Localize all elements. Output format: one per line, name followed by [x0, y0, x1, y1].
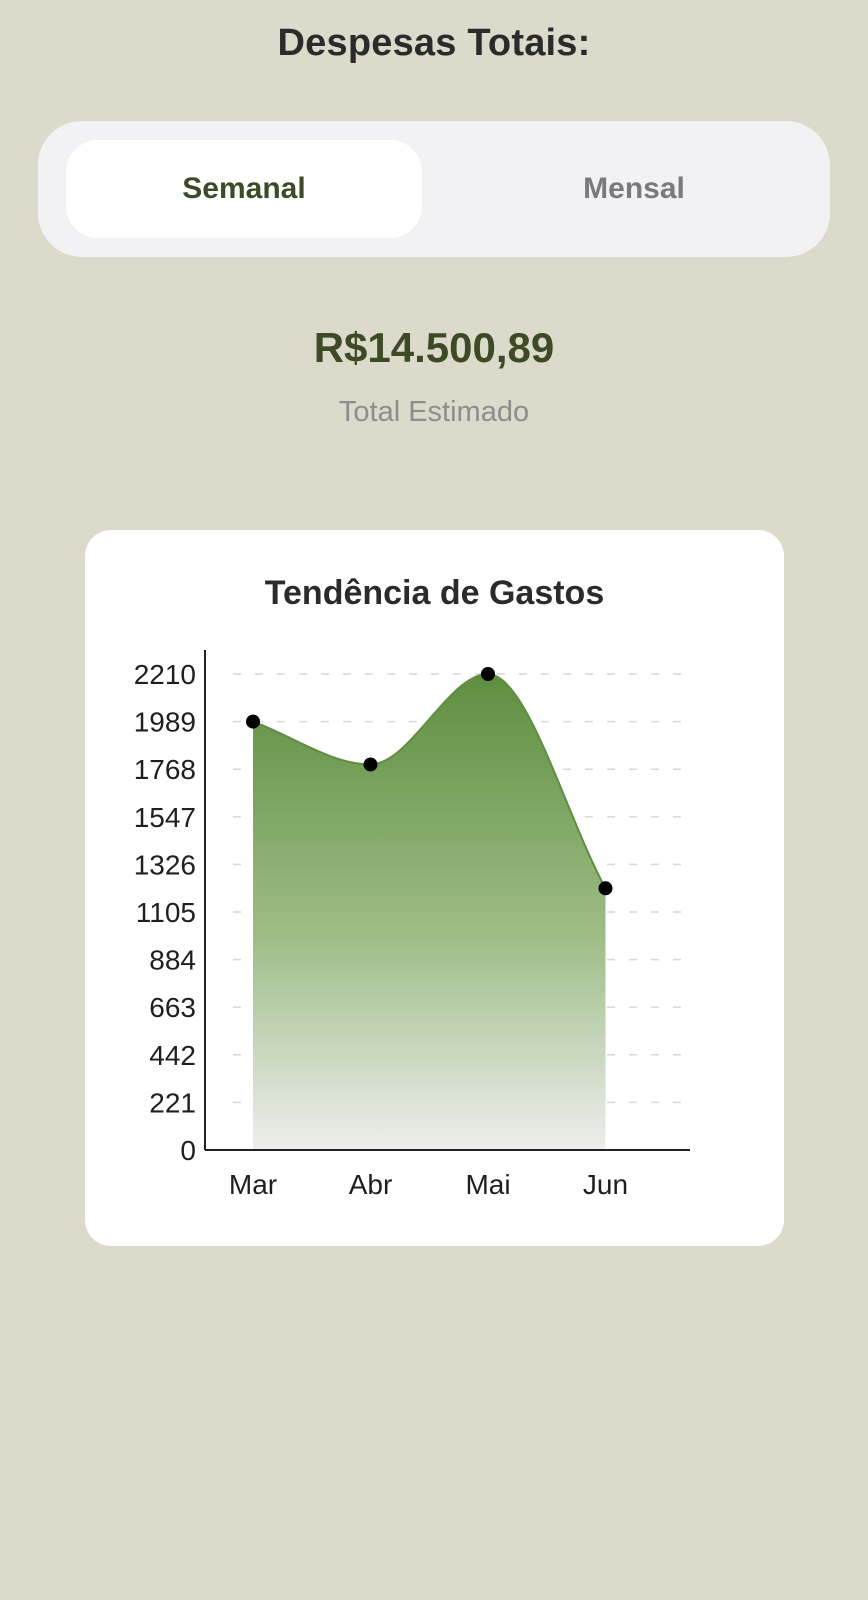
spending-trend-chart: 0 221 442 663 884 1105 1326 1547 1768 1989 2210 Ma… — [134, 650, 690, 1200]
page-title: Despesas Totais: — [277, 22, 591, 64]
tab-semanal[interactable]: Semanal — [66, 140, 422, 238]
y-tick-label-3: 663 — [149, 992, 196, 1023]
x-tick-label-jun: Jun — [583, 1169, 628, 1200]
y-tick-label-1: 221 — [149, 1087, 196, 1118]
x-tick-label-mar: Mar — [229, 1169, 277, 1200]
x-tick-label-mai: Mai — [465, 1169, 510, 1200]
total-amount: R$14.500,89 — [313, 324, 555, 371]
y-tick-label-10: 2210 — [134, 659, 196, 690]
y-tick-label-7: 1547 — [134, 802, 196, 833]
chart-line — [252, 672, 607, 889]
data-point-mai[interactable] — [481, 667, 495, 681]
y-tick-label-5: 1105 — [136, 897, 196, 928]
total-caption: Total Estimado — [338, 396, 530, 428]
y-tick-label-4: 884 — [149, 945, 196, 976]
period-toggle: Semanal Mensal — [38, 121, 830, 257]
y-tick-label-9: 1989 — [134, 707, 196, 738]
y-tick-label-0: 0 — [180, 1135, 196, 1166]
tab-mensal[interactable]: Mensal — [583, 172, 685, 205]
y-tick-label-2: 442 — [149, 1040, 196, 1071]
x-tick-labels: Mar Abr Mai Jun — [229, 1169, 628, 1200]
chart-card: 0 221 442 663 884 1105 1326 1547 1768 1989 2210 Ma… — [85, 530, 784, 1246]
data-point-abr[interactable] — [363, 757, 378, 772]
data-point-jun[interactable] — [598, 881, 613, 896]
y-tick-label-6: 1326 — [134, 849, 196, 880]
data-point-mar[interactable] — [246, 714, 260, 729]
y-tick-label-8: 1768 — [134, 754, 196, 785]
chart-points — [246, 667, 613, 896]
x-tick-label-abr: Abr — [349, 1169, 393, 1200]
chart-area — [253, 674, 606, 1150]
chart-title: Tendência de Gastos — [264, 574, 605, 612]
y-tick-labels: 0 221 442 663 884 1105 1326 1547 1768 1989 2210 — [134, 659, 196, 1166]
chart-axes — [204, 650, 690, 1151]
